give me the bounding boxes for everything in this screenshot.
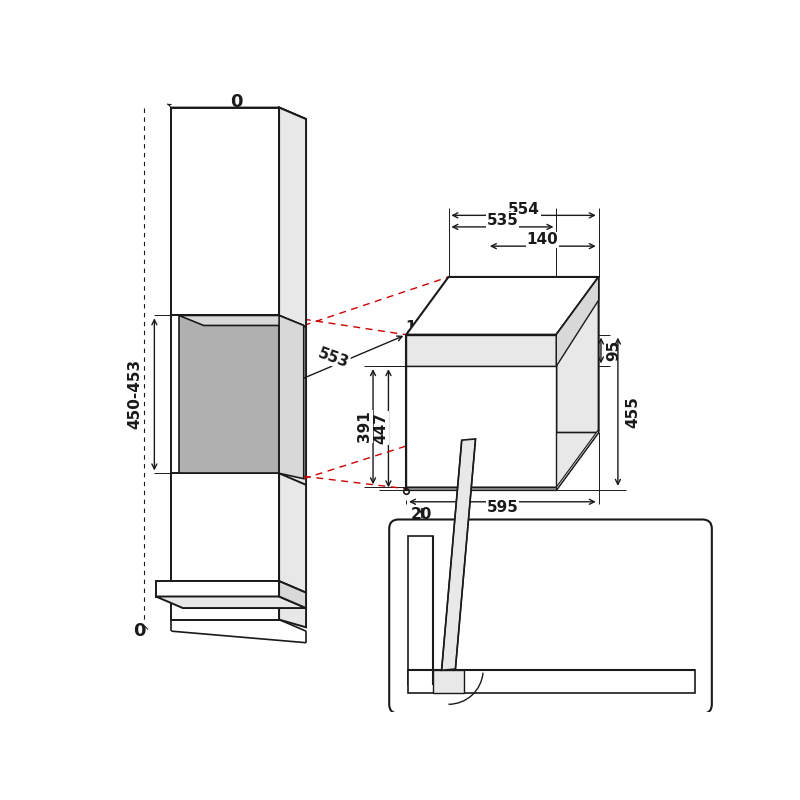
Text: 553: 553 — [315, 346, 350, 370]
Text: 85°: 85° — [469, 627, 498, 642]
Text: 20: 20 — [411, 507, 432, 522]
Text: 10: 10 — [405, 319, 426, 334]
Text: 6: 6 — [603, 660, 614, 675]
Polygon shape — [406, 430, 598, 490]
Text: 0: 0 — [133, 622, 146, 640]
Polygon shape — [179, 315, 304, 326]
Polygon shape — [406, 487, 556, 490]
Text: 0: 0 — [230, 93, 243, 111]
Text: 595: 595 — [486, 501, 518, 515]
Polygon shape — [179, 315, 279, 474]
Text: 447: 447 — [374, 412, 388, 444]
Polygon shape — [556, 277, 598, 489]
Text: 8: 8 — [597, 693, 608, 708]
Polygon shape — [442, 439, 475, 670]
Text: 391: 391 — [357, 410, 372, 442]
Polygon shape — [406, 433, 598, 490]
Text: 348: 348 — [448, 531, 480, 546]
Polygon shape — [556, 277, 598, 366]
Polygon shape — [406, 334, 556, 489]
Polygon shape — [433, 670, 464, 693]
Polygon shape — [279, 107, 306, 327]
Text: 550: 550 — [213, 389, 245, 404]
Polygon shape — [171, 474, 279, 581]
Text: 140: 140 — [526, 233, 558, 247]
Polygon shape — [171, 107, 306, 119]
Text: 554: 554 — [508, 202, 540, 218]
Text: 535: 535 — [486, 214, 518, 228]
Polygon shape — [406, 277, 598, 334]
Polygon shape — [409, 670, 695, 693]
Polygon shape — [279, 581, 306, 608]
Polygon shape — [279, 315, 304, 478]
Polygon shape — [171, 107, 279, 315]
Polygon shape — [171, 107, 279, 619]
Polygon shape — [156, 597, 306, 608]
Text: 95: 95 — [606, 339, 622, 361]
Polygon shape — [406, 366, 556, 487]
Polygon shape — [406, 334, 556, 366]
Text: 450-453: 450-453 — [127, 359, 142, 429]
Polygon shape — [156, 581, 279, 597]
Polygon shape — [279, 107, 306, 627]
FancyBboxPatch shape — [390, 519, 712, 714]
Text: 560-568: 560-568 — [194, 329, 264, 344]
Text: 455: 455 — [626, 396, 641, 428]
Polygon shape — [409, 537, 433, 685]
Polygon shape — [279, 474, 306, 593]
